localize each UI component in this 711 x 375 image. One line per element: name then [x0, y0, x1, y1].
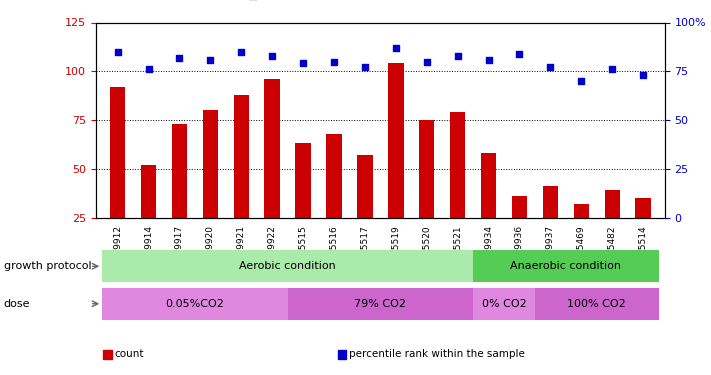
Point: [235, 49, 247, 55]
Text: Anaerobic condition: Anaerobic condition: [510, 261, 621, 271]
Point: [267, 53, 278, 58]
Bar: [233, 94, 249, 218]
Text: dose: dose: [4, 299, 30, 309]
Bar: [357, 155, 373, 218]
Bar: [102, 288, 288, 320]
Text: percentile rank within the sample: percentile rank within the sample: [349, 350, 525, 359]
Text: growth protocol: growth protocol: [4, 261, 91, 271]
Bar: [636, 198, 651, 217]
Point: [297, 60, 309, 66]
Text: 100% CO2: 100% CO2: [567, 299, 626, 309]
Bar: [419, 120, 434, 218]
Point: [638, 72, 649, 78]
Point: [545, 64, 556, 70]
Text: 0% CO2: 0% CO2: [481, 299, 526, 309]
Point: [606, 66, 618, 72]
Text: count: count: [114, 350, 144, 359]
Point: [328, 58, 340, 64]
Point: [205, 57, 216, 63]
Point: [390, 45, 402, 51]
Bar: [542, 186, 558, 218]
Bar: [326, 134, 342, 218]
Bar: [473, 250, 658, 282]
Point: [173, 55, 185, 61]
Text: 0.05%CO2: 0.05%CO2: [166, 299, 225, 309]
Point: [112, 49, 123, 55]
Point: [421, 58, 432, 64]
Point: [483, 57, 494, 63]
Point: [514, 51, 525, 57]
Bar: [295, 143, 311, 218]
Bar: [110, 87, 125, 218]
Bar: [574, 204, 589, 218]
Bar: [203, 110, 218, 218]
Bar: [388, 63, 404, 217]
Bar: [102, 250, 473, 282]
Point: [576, 78, 587, 84]
Point: [452, 53, 464, 58]
Bar: [481, 153, 496, 218]
Text: 79% CO2: 79% CO2: [354, 299, 407, 309]
Bar: [535, 288, 658, 320]
Bar: [172, 124, 187, 218]
Bar: [288, 288, 473, 320]
Bar: [604, 190, 620, 217]
Point: [359, 64, 370, 70]
Bar: [473, 288, 535, 320]
Bar: [450, 112, 466, 218]
Bar: [141, 165, 156, 218]
Point: [143, 66, 154, 72]
Bar: [512, 196, 528, 217]
Text: Aerobic condition: Aerobic condition: [240, 261, 336, 271]
Bar: [264, 79, 280, 218]
